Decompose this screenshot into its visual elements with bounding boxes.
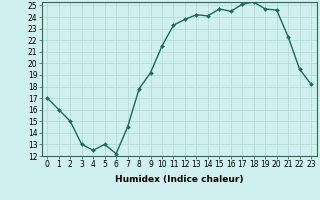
X-axis label: Humidex (Indice chaleur): Humidex (Indice chaleur)	[115, 175, 244, 184]
